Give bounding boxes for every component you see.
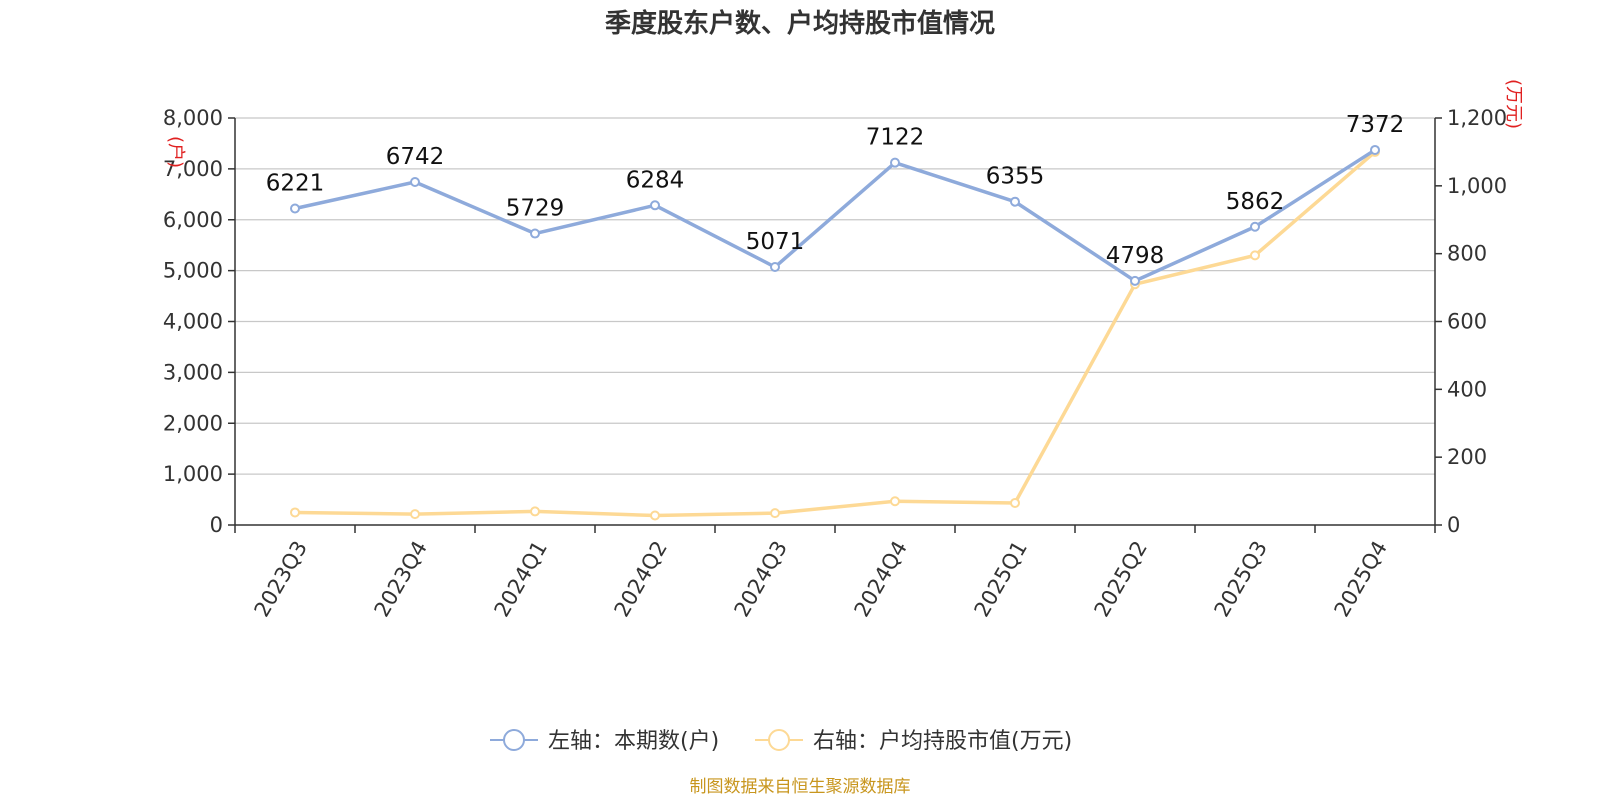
left-tick-label: 1,000 — [163, 462, 223, 486]
data-point-shareholders — [530, 228, 540, 239]
x-tick-label: 2023Q3 — [250, 537, 312, 621]
x-tick-label: 2025Q3 — [1210, 537, 1272, 621]
data-point-shareholders — [290, 203, 300, 214]
left-tick-label: 2,000 — [163, 411, 223, 435]
data-point-avg-holding-value — [770, 508, 780, 519]
x-tick-label: 2023Q4 — [370, 537, 432, 621]
right-tick-label: 400 — [1447, 377, 1487, 401]
data-point-avg-holding-value — [410, 509, 420, 520]
right-tick-label: 0 — [1447, 513, 1460, 537]
x-tick-label: 2024Q2 — [610, 537, 672, 621]
data-label: 7372 — [1346, 112, 1405, 138]
data-point-shareholders — [1370, 144, 1380, 155]
right-tick-label: 200 — [1447, 445, 1487, 469]
series-line-avg-holding-value — [294, 150, 1377, 518]
data-point-avg-holding-value — [530, 506, 540, 517]
data-label: 4798 — [1106, 243, 1165, 269]
data-label: 6221 — [266, 171, 325, 197]
data-point-avg-holding-value — [290, 507, 300, 518]
data-point-shareholders — [770, 262, 780, 273]
grid-lines — [235, 117, 1435, 475]
legend[interactable]: 左轴：本期数(户) 右轴：户均持股市值(万元) — [490, 729, 1072, 754]
data-label: 6355 — [986, 164, 1045, 190]
left-tick-label: 8,000 — [163, 106, 223, 130]
right-tick-label: 1,200 — [1447, 106, 1507, 130]
data-point-avg-holding-value — [1010, 497, 1020, 508]
data-label: 5729 — [506, 196, 565, 222]
data-point-shareholders — [1250, 221, 1260, 232]
data-labels: 6221 6742 5729 6284 5071 7122 6355 4798 5862 7372 — [266, 112, 1405, 269]
chart-title: 季度股东户数、户均持股市值情况 — [605, 8, 995, 39]
data-label: 5071 — [746, 229, 805, 255]
legend-label-right: 右轴：户均持股市值(万元) — [813, 729, 1072, 754]
right-axis-unit: (万元) — [1503, 79, 1524, 129]
data-label: 6284 — [626, 167, 685, 193]
legend-item-left[interactable]: 左轴：本期数(户) — [490, 729, 719, 754]
axes: 0 1,000 2,000 3,000 4,000 5,000 6,000 7,000 8,00… — [163, 106, 1507, 621]
x-tick-label: 2025Q4 — [1330, 537, 1392, 621]
series-line-shareholders — [294, 148, 1376, 283]
right-tick-label: 600 — [1447, 310, 1487, 334]
legend-marker-right — [768, 729, 790, 751]
x-tick-label: 2025Q2 — [1090, 537, 1152, 621]
left-axis-unit: (户) — [165, 136, 186, 168]
series-layer — [290, 144, 1380, 521]
left-tick-label: 6,000 — [163, 208, 223, 232]
left-tick-label: 4,000 — [163, 310, 223, 334]
data-point-shareholders — [650, 200, 660, 211]
x-tick-label: 2025Q1 — [970, 537, 1032, 621]
left-tick-label: 5,000 — [163, 259, 223, 283]
right-tick-label: 800 — [1447, 242, 1487, 266]
data-point-shareholders — [890, 157, 900, 168]
data-point-shareholders — [1010, 196, 1020, 207]
left-tick-label: 3,000 — [163, 360, 223, 384]
data-label: 6742 — [386, 144, 445, 170]
data-label: 5862 — [1226, 189, 1285, 215]
left-tick-label: 0 — [210, 513, 223, 537]
data-point-avg-holding-value — [890, 496, 900, 507]
x-tick-label: 2024Q3 — [730, 537, 792, 621]
data-point-avg-holding-value — [1250, 250, 1260, 261]
data-point-avg-holding-value — [650, 510, 660, 521]
right-tick-label: 1,000 — [1447, 174, 1507, 198]
x-tick-label: 2024Q4 — [850, 537, 912, 621]
legend-marker-left — [503, 729, 525, 751]
left-tick-label: 7,000 — [163, 157, 223, 181]
legend-item-right[interactable]: 右轴：户均持股市值(万元) — [755, 729, 1072, 754]
data-point-shareholders — [410, 177, 420, 188]
data-point-shareholders — [1130, 275, 1140, 286]
legend-label-left: 左轴：本期数(户) — [548, 729, 719, 754]
source-note: 制图数据来自恒生聚源数据库 — [690, 777, 911, 797]
data-label: 7122 — [866, 125, 925, 151]
x-tick-label: 2024Q1 — [490, 537, 552, 621]
